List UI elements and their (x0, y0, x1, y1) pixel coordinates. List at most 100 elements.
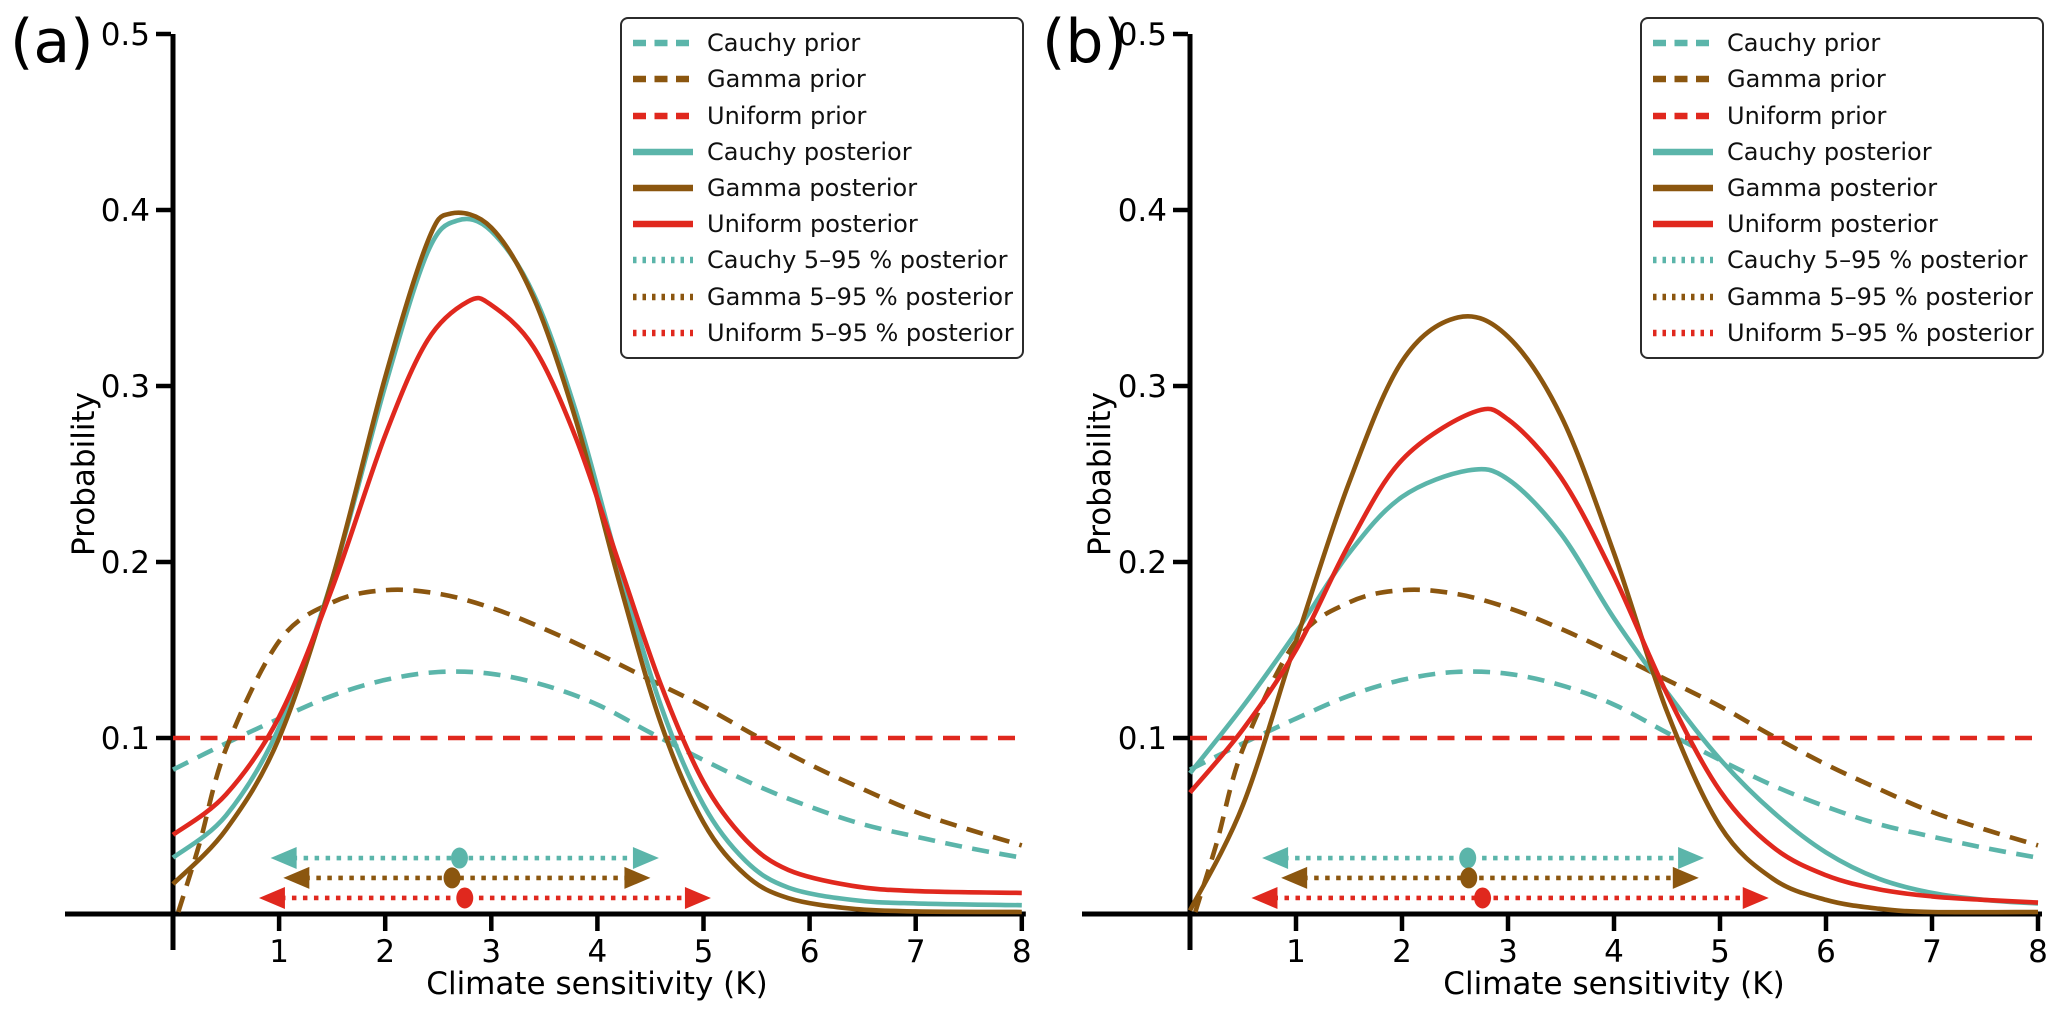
arrowhead-left-icon (1281, 866, 1308, 889)
y-tick-label: 0.2 (101, 545, 150, 581)
legend-item-gamma-prior: Gamma prior (1652, 65, 2032, 93)
legend-dashed-line-icon (1653, 112, 1713, 119)
x-tick-label: 8 (1012, 934, 1032, 970)
legend-dotted-line-icon (633, 293, 693, 300)
legend-item-cauchy-prior: Cauchy prior (1652, 29, 2032, 57)
x-tick-label: 4 (588, 934, 608, 970)
legend-item-uniform-prior: Uniform prior (1652, 102, 2032, 130)
legend-item-gamma-prior: Gamma prior (632, 65, 1012, 93)
arrowhead-right-icon (684, 886, 711, 909)
x-tick-label: 7 (1922, 934, 1942, 970)
legend-item-label: Cauchy 5–95 % posterior (1727, 246, 2028, 275)
legend-item-label: Uniform prior (707, 101, 867, 130)
median-dot-icon (456, 887, 474, 909)
legend-dashed-line-icon (1653, 39, 1713, 47)
legend-dotted-line-icon (1653, 329, 1713, 337)
legend-item-cauchy-posterior: Cauchy posterior (1652, 138, 2032, 166)
interval-arrow-gamma (1281, 866, 1699, 889)
y-tick-label: 0.1 (1118, 721, 1167, 757)
x-tick-label: 5 (1710, 934, 1730, 970)
panel-b: 1 2 3 4 5 6 7 8 0.1 0.2 0.3 0.4 0.5 (1082, 17, 2048, 970)
interval-arrow-uniform (258, 886, 711, 909)
arrowhead-left-icon (1251, 886, 1278, 909)
panel-a-yaxis-label: Probability (66, 392, 102, 556)
legend-item-label: Gamma 5–95 % posterior (707, 282, 1013, 311)
legend-item-label: Cauchy 5–95 % posterior (707, 246, 1008, 275)
x-tick-label: 8 (2028, 934, 2048, 970)
legend-item-cauchy-posterior: Cauchy posterior (632, 138, 1012, 166)
curve-uniform-posterior (1188, 406, 2039, 905)
interval-arrow-cauchy (270, 847, 659, 870)
interval-arrow-uniform (1251, 886, 1769, 909)
legend-item-label: Uniform posterior (707, 210, 918, 239)
y-tick-label: 0.5 (1118, 17, 1167, 53)
legend-dotted-line-icon (633, 257, 693, 264)
legend-item-uniform-5-95-posterior: Uniform 5–95 % posterior (1652, 318, 2034, 347)
panel-b-letter: (b) (1042, 7, 1127, 77)
legend-panel-a: Cauchy prior Gamma prior Uniform prior Cauc… (620, 17, 1024, 359)
legend-item-uniform-5-95-posterior: Uniform 5–95 % posterior (632, 318, 1014, 347)
curve-gamma-prior (176, 587, 1023, 913)
interval-arrow-gamma (283, 866, 651, 889)
legend-item-label: Cauchy prior (707, 29, 861, 58)
legend-item-cauchy-5-95-posterior: Cauchy 5–95 % posterior (1652, 246, 2032, 274)
legend-solid-line-icon (1653, 220, 1713, 228)
arrowhead-right-icon (624, 866, 651, 889)
x-tick-label: 7 (906, 934, 926, 970)
curve-cauchy-prior (1188, 669, 2039, 860)
legend-item-gamma-posterior: Gamma posterior (632, 174, 1012, 202)
legend-item-gamma-5-95-posterior: Gamma 5–95 % posterior (632, 282, 1013, 311)
interval-arrow-cauchy (1262, 847, 1705, 870)
legend-item-uniform-prior: Uniform prior (632, 102, 1012, 130)
legend-item-label: Cauchy posterior (1727, 137, 1932, 166)
legend-item-label: Gamma posterior (707, 173, 918, 202)
legend-item-label: Uniform 5–95 % posterior (707, 318, 1014, 347)
arrowhead-right-icon (1678, 847, 1705, 870)
curve-gamma-posterior (1187, 314, 2039, 915)
panel-a-xaxis-label: Climate sensitivity (K) (426, 966, 768, 1002)
x-tick-label: 3 (1498, 934, 1518, 970)
x-tick-label: 6 (800, 934, 820, 970)
legend-dashed-line-icon (1653, 76, 1713, 83)
legend-dotted-line-icon (1653, 257, 1713, 264)
panel-b-yaxis-label: Probability (1082, 392, 1118, 556)
arrowhead-left-icon (270, 847, 297, 870)
legend-panel-b: Cauchy prior Gamma prior Uniform prior Cauc… (1640, 17, 2044, 359)
x-tick-label: 5 (694, 934, 714, 970)
arrowhead-left-icon (258, 886, 285, 909)
arrowhead-right-icon (632, 847, 659, 870)
arrowhead-right-icon (1672, 866, 1699, 889)
legend-item-label: Uniform prior (1727, 101, 1887, 130)
curve-uniform-posterior (171, 295, 1022, 896)
x-tick-label: 1 (1286, 934, 1306, 970)
legend-dashed-line-icon (633, 112, 693, 119)
y-tick-label: 0.3 (1118, 369, 1167, 405)
curve-cauchy-posterior (1188, 466, 2039, 906)
legend-item-label: Uniform posterior (1727, 210, 1938, 239)
median-dot-icon (1474, 887, 1492, 909)
legend-item-cauchy-5-95-posterior: Cauchy 5–95 % posterior (632, 246, 1012, 274)
legend-item-label: Gamma 5–95 % posterior (1727, 282, 2033, 311)
y-tick-label: 0.4 (1118, 193, 1167, 229)
curve-cauchy-prior (171, 669, 1023, 860)
median-dot-icon (450, 847, 468, 869)
y-tick-label: 0.1 (101, 721, 150, 757)
legend-item-label: Gamma prior (1727, 65, 1886, 94)
legend-item-label: Uniform 5–95 % posterior (1727, 318, 2034, 347)
median-dot-icon (1460, 867, 1478, 889)
legend-solid-line-icon (633, 220, 693, 228)
legend-item-cauchy-prior: Cauchy prior (632, 29, 1012, 57)
panel-a: 1 2 3 4 5 6 7 8 0.1 0.2 0.3 0.4 0.5 (65, 17, 1032, 970)
curve-gamma-prior (1193, 587, 2039, 913)
legend-item-uniform-posterior: Uniform posterior (632, 210, 1012, 238)
legend-item-label: Cauchy prior (1727, 29, 1881, 58)
legend-dashed-line-icon (633, 39, 693, 47)
x-tick-label: 2 (1392, 934, 1412, 970)
legend-solid-line-icon (1653, 148, 1713, 156)
x-tick-label: 4 (1604, 934, 1624, 970)
arrowhead-right-icon (1742, 886, 1769, 909)
legend-item-uniform-posterior: Uniform posterior (1652, 210, 2032, 238)
x-tick-label: 1 (269, 934, 289, 970)
legend-item-gamma-5-95-posterior: Gamma 5–95 % posterior (1652, 282, 2033, 311)
